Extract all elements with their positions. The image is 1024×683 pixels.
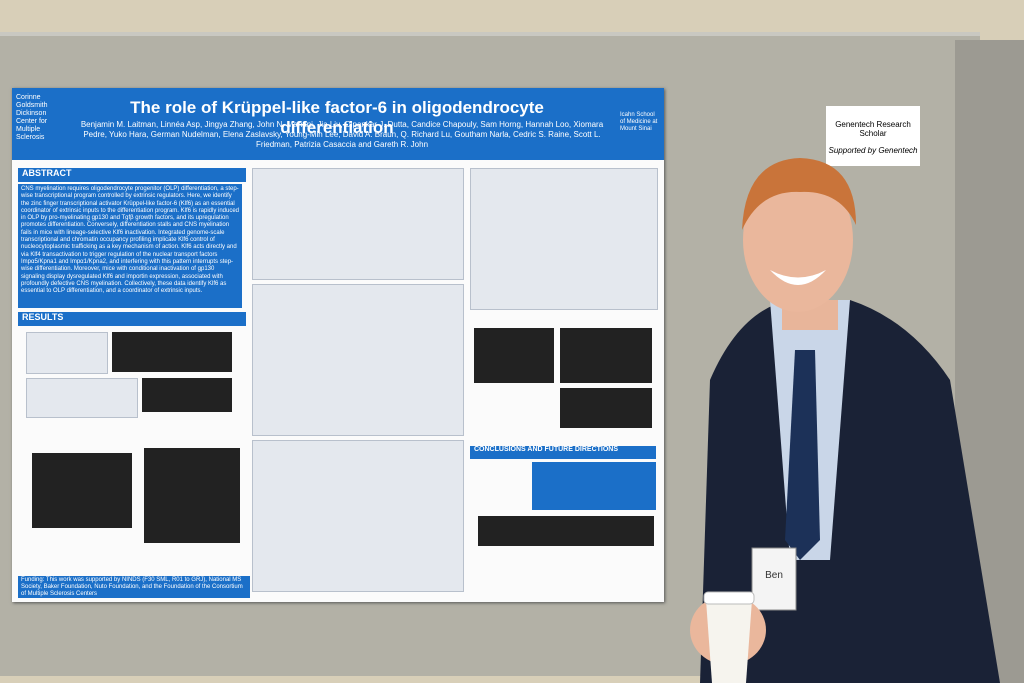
figure: [142, 378, 232, 412]
figure: [252, 284, 464, 436]
poster-header: [12, 88, 664, 160]
figure: [470, 168, 658, 310]
abstract-heading: ABSTRACT: [18, 168, 246, 182]
figure: [26, 378, 138, 418]
left-logo: Corinne Goldsmith Dickinson Center for M…: [16, 94, 48, 141]
figure: [144, 448, 240, 543]
tie: [785, 350, 820, 560]
right-logo: Icahn School of Medicine at Mount Sinai: [620, 112, 658, 132]
poster: Corinne Goldsmith Dickinson Center for M…: [12, 88, 664, 602]
figure: [26, 332, 108, 374]
cup: [706, 600, 752, 683]
badge-name: Ben: [765, 570, 783, 581]
smile: [770, 270, 826, 285]
poster-authors: Benjamin M. Laitman, Linnéa Asp, Jingya …: [80, 120, 604, 149]
figure: [560, 328, 652, 383]
cup-lid: [703, 591, 755, 605]
sign-line: Genentech Research Scholar: [835, 120, 911, 138]
figure: [252, 440, 464, 592]
figure: [32, 453, 132, 528]
figure: [478, 516, 654, 546]
poster-title: The role of Krüppel-like factor-6 in oli…: [130, 98, 544, 137]
figure: [112, 332, 232, 372]
figure: [474, 328, 554, 383]
figure: [560, 388, 652, 428]
conclusions-heading: CONCLUSIONS AND FUTURE DIRECTIONS: [470, 446, 656, 459]
sign: Genentech Research Scholar Supported by …: [826, 106, 920, 166]
face: [743, 168, 853, 312]
badge: [751, 547, 797, 611]
conclusions-box: [532, 462, 656, 510]
funding: Funding: This work was supported by NIND…: [18, 576, 250, 598]
sign-line: Supported by Genentech: [828, 146, 918, 155]
hair: [742, 158, 856, 230]
results-heading: RESULTS: [18, 312, 246, 326]
figure: [252, 168, 464, 280]
abstract-text: CNS myelination requires oligodendrocyte…: [18, 184, 242, 308]
